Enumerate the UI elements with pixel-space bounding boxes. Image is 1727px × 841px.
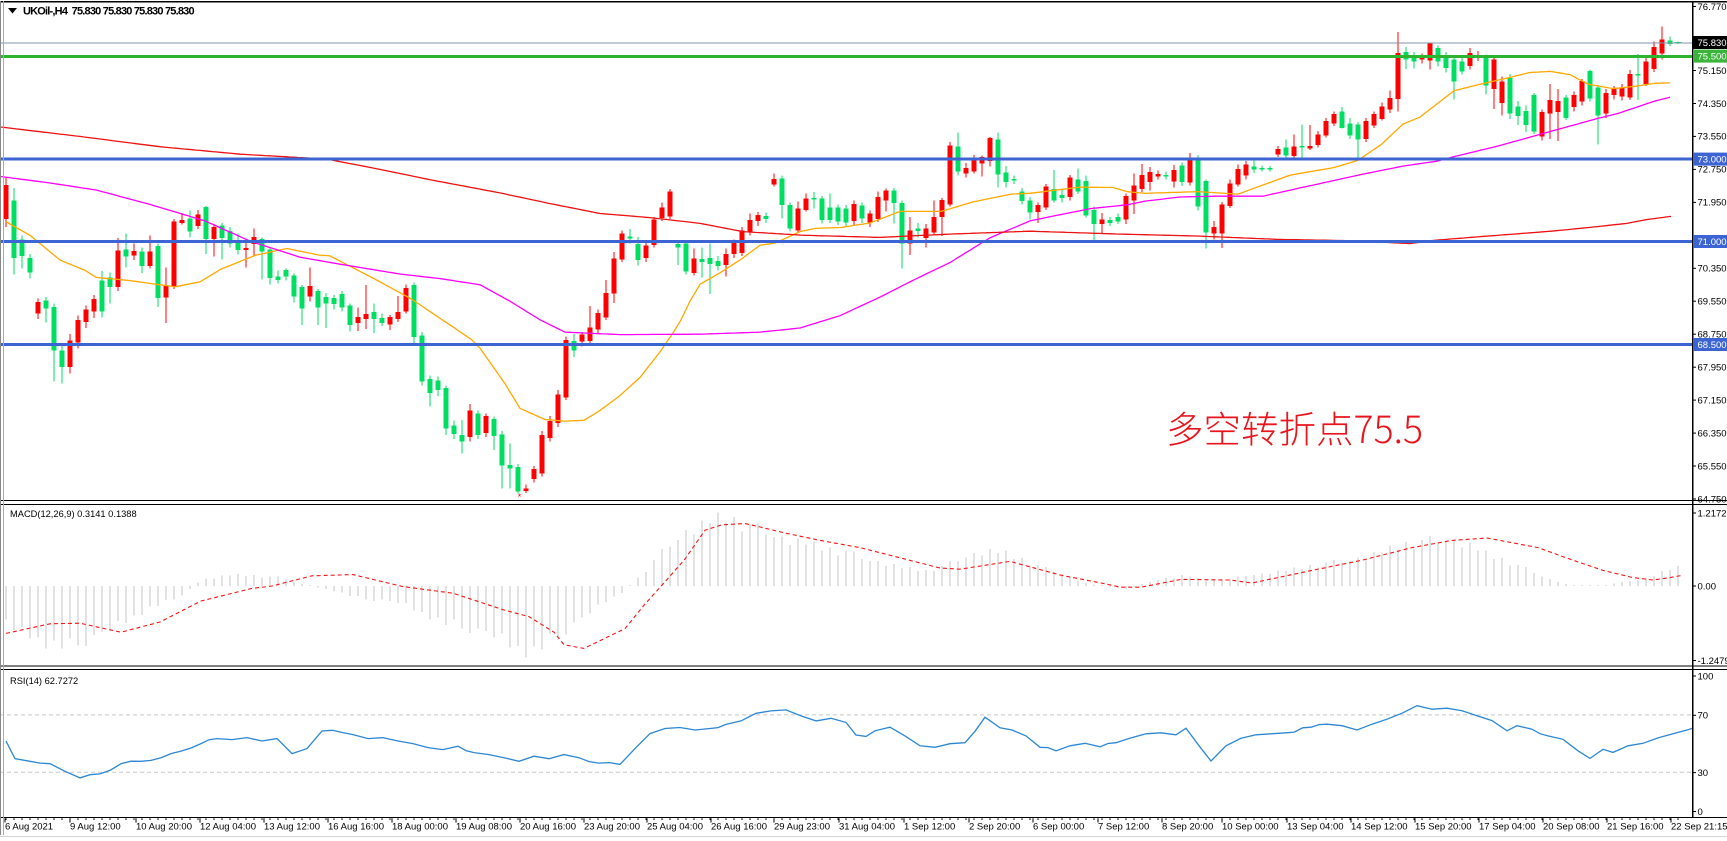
svg-text:75.500: 75.500 <box>1698 52 1727 63</box>
svg-text:76.770: 76.770 <box>1698 2 1727 13</box>
svg-text:20 Aug 16:00: 20 Aug 16:00 <box>520 822 576 833</box>
svg-text:72.750: 72.750 <box>1698 165 1727 176</box>
svg-text:73.000: 73.000 <box>1698 155 1727 166</box>
svg-text:25 Aug 04:00: 25 Aug 04:00 <box>647 822 703 833</box>
svg-text:20 Sep 08:00: 20 Sep 08:00 <box>1543 822 1600 833</box>
svg-text:64.750: 64.750 <box>1698 494 1727 505</box>
svg-text:30: 30 <box>1698 768 1709 779</box>
svg-text:65.550: 65.550 <box>1698 461 1727 472</box>
svg-text:10 Aug 20:00: 10 Aug 20:00 <box>136 822 192 833</box>
svg-text:1 Sep 12:00: 1 Sep 12:00 <box>904 822 955 833</box>
svg-text:15 Sep 20:00: 15 Sep 20:00 <box>1415 822 1472 833</box>
svg-text:73.550: 73.550 <box>1698 132 1727 143</box>
svg-text:UKOil-,H4 75.830 75.830 75.83: UKOil-,H4 75.830 75.830 75.830 75.830 <box>23 6 194 18</box>
svg-text:21 Sep 16:00: 21 Sep 16:00 <box>1607 822 1664 833</box>
svg-text:13 Sep 04:00: 13 Sep 04:00 <box>1287 822 1344 833</box>
svg-text:-1.2479: -1.2479 <box>1698 656 1727 667</box>
svg-text:13 Aug 12:00: 13 Aug 12:00 <box>264 822 320 833</box>
svg-text:14 Sep 12:00: 14 Sep 12:00 <box>1351 822 1408 833</box>
svg-text:17 Sep 04:00: 17 Sep 04:00 <box>1479 822 1536 833</box>
svg-text:6 Aug 2021: 6 Aug 2021 <box>5 822 53 833</box>
svg-text:18 Aug 00:00: 18 Aug 00:00 <box>392 822 448 833</box>
svg-text:MACD(12,26,9) 0.3141 0.1388: MACD(12,26,9) 0.3141 0.1388 <box>10 509 137 519</box>
svg-text:9 Aug 12:00: 9 Aug 12:00 <box>70 822 121 833</box>
svg-text:70.350: 70.350 <box>1698 264 1727 275</box>
svg-text:74.350: 74.350 <box>1698 99 1727 110</box>
svg-text:*: * <box>518 492 522 502</box>
svg-text:22 Sep 21:15: 22 Sep 21:15 <box>1671 822 1727 833</box>
svg-text:31 Aug 04:00: 31 Aug 04:00 <box>839 822 895 833</box>
svg-text:8 Sep 20:00: 8 Sep 20:00 <box>1162 822 1213 833</box>
svg-text:7 Sep 12:00: 7 Sep 12:00 <box>1098 822 1149 833</box>
svg-text:68.750: 68.750 <box>1698 330 1727 341</box>
svg-text:75.150: 75.150 <box>1698 66 1727 77</box>
svg-text:0: 0 <box>1698 807 1703 818</box>
svg-text:23 Aug 20:00: 23 Aug 20:00 <box>584 822 640 833</box>
svg-text:69.550: 69.550 <box>1698 297 1727 308</box>
svg-text:75.830: 75.830 <box>1698 38 1727 49</box>
svg-text:1.2172: 1.2172 <box>1698 508 1727 519</box>
svg-text:68.500: 68.500 <box>1698 340 1727 351</box>
svg-text:67.950: 67.950 <box>1698 363 1727 374</box>
svg-text:70: 70 <box>1698 711 1709 722</box>
svg-text:71.950: 71.950 <box>1698 198 1727 209</box>
svg-text:10 Sep 00:00: 10 Sep 00:00 <box>1222 822 1279 833</box>
svg-text:19 Aug 08:00: 19 Aug 08:00 <box>456 822 512 833</box>
svg-text:67.150: 67.150 <box>1698 395 1727 406</box>
svg-text:100: 100 <box>1698 671 1714 682</box>
svg-text:2 Sep 20:00: 2 Sep 20:00 <box>969 822 1020 833</box>
svg-text:RSI(14) 62.7272: RSI(14) 62.7272 <box>10 676 78 686</box>
svg-text:12 Aug 04:00: 12 Aug 04:00 <box>200 822 256 833</box>
svg-text:71.000: 71.000 <box>1698 237 1727 248</box>
svg-text:0.00: 0.00 <box>1698 581 1717 592</box>
svg-text:26 Aug 16:00: 26 Aug 16:00 <box>711 822 767 833</box>
svg-text:29 Aug 23:00: 29 Aug 23:00 <box>774 822 830 833</box>
svg-text:16 Aug 16:00: 16 Aug 16:00 <box>328 822 384 833</box>
svg-text:6 Sep 00:00: 6 Sep 00:00 <box>1033 822 1084 833</box>
svg-text:66.350: 66.350 <box>1698 428 1727 439</box>
